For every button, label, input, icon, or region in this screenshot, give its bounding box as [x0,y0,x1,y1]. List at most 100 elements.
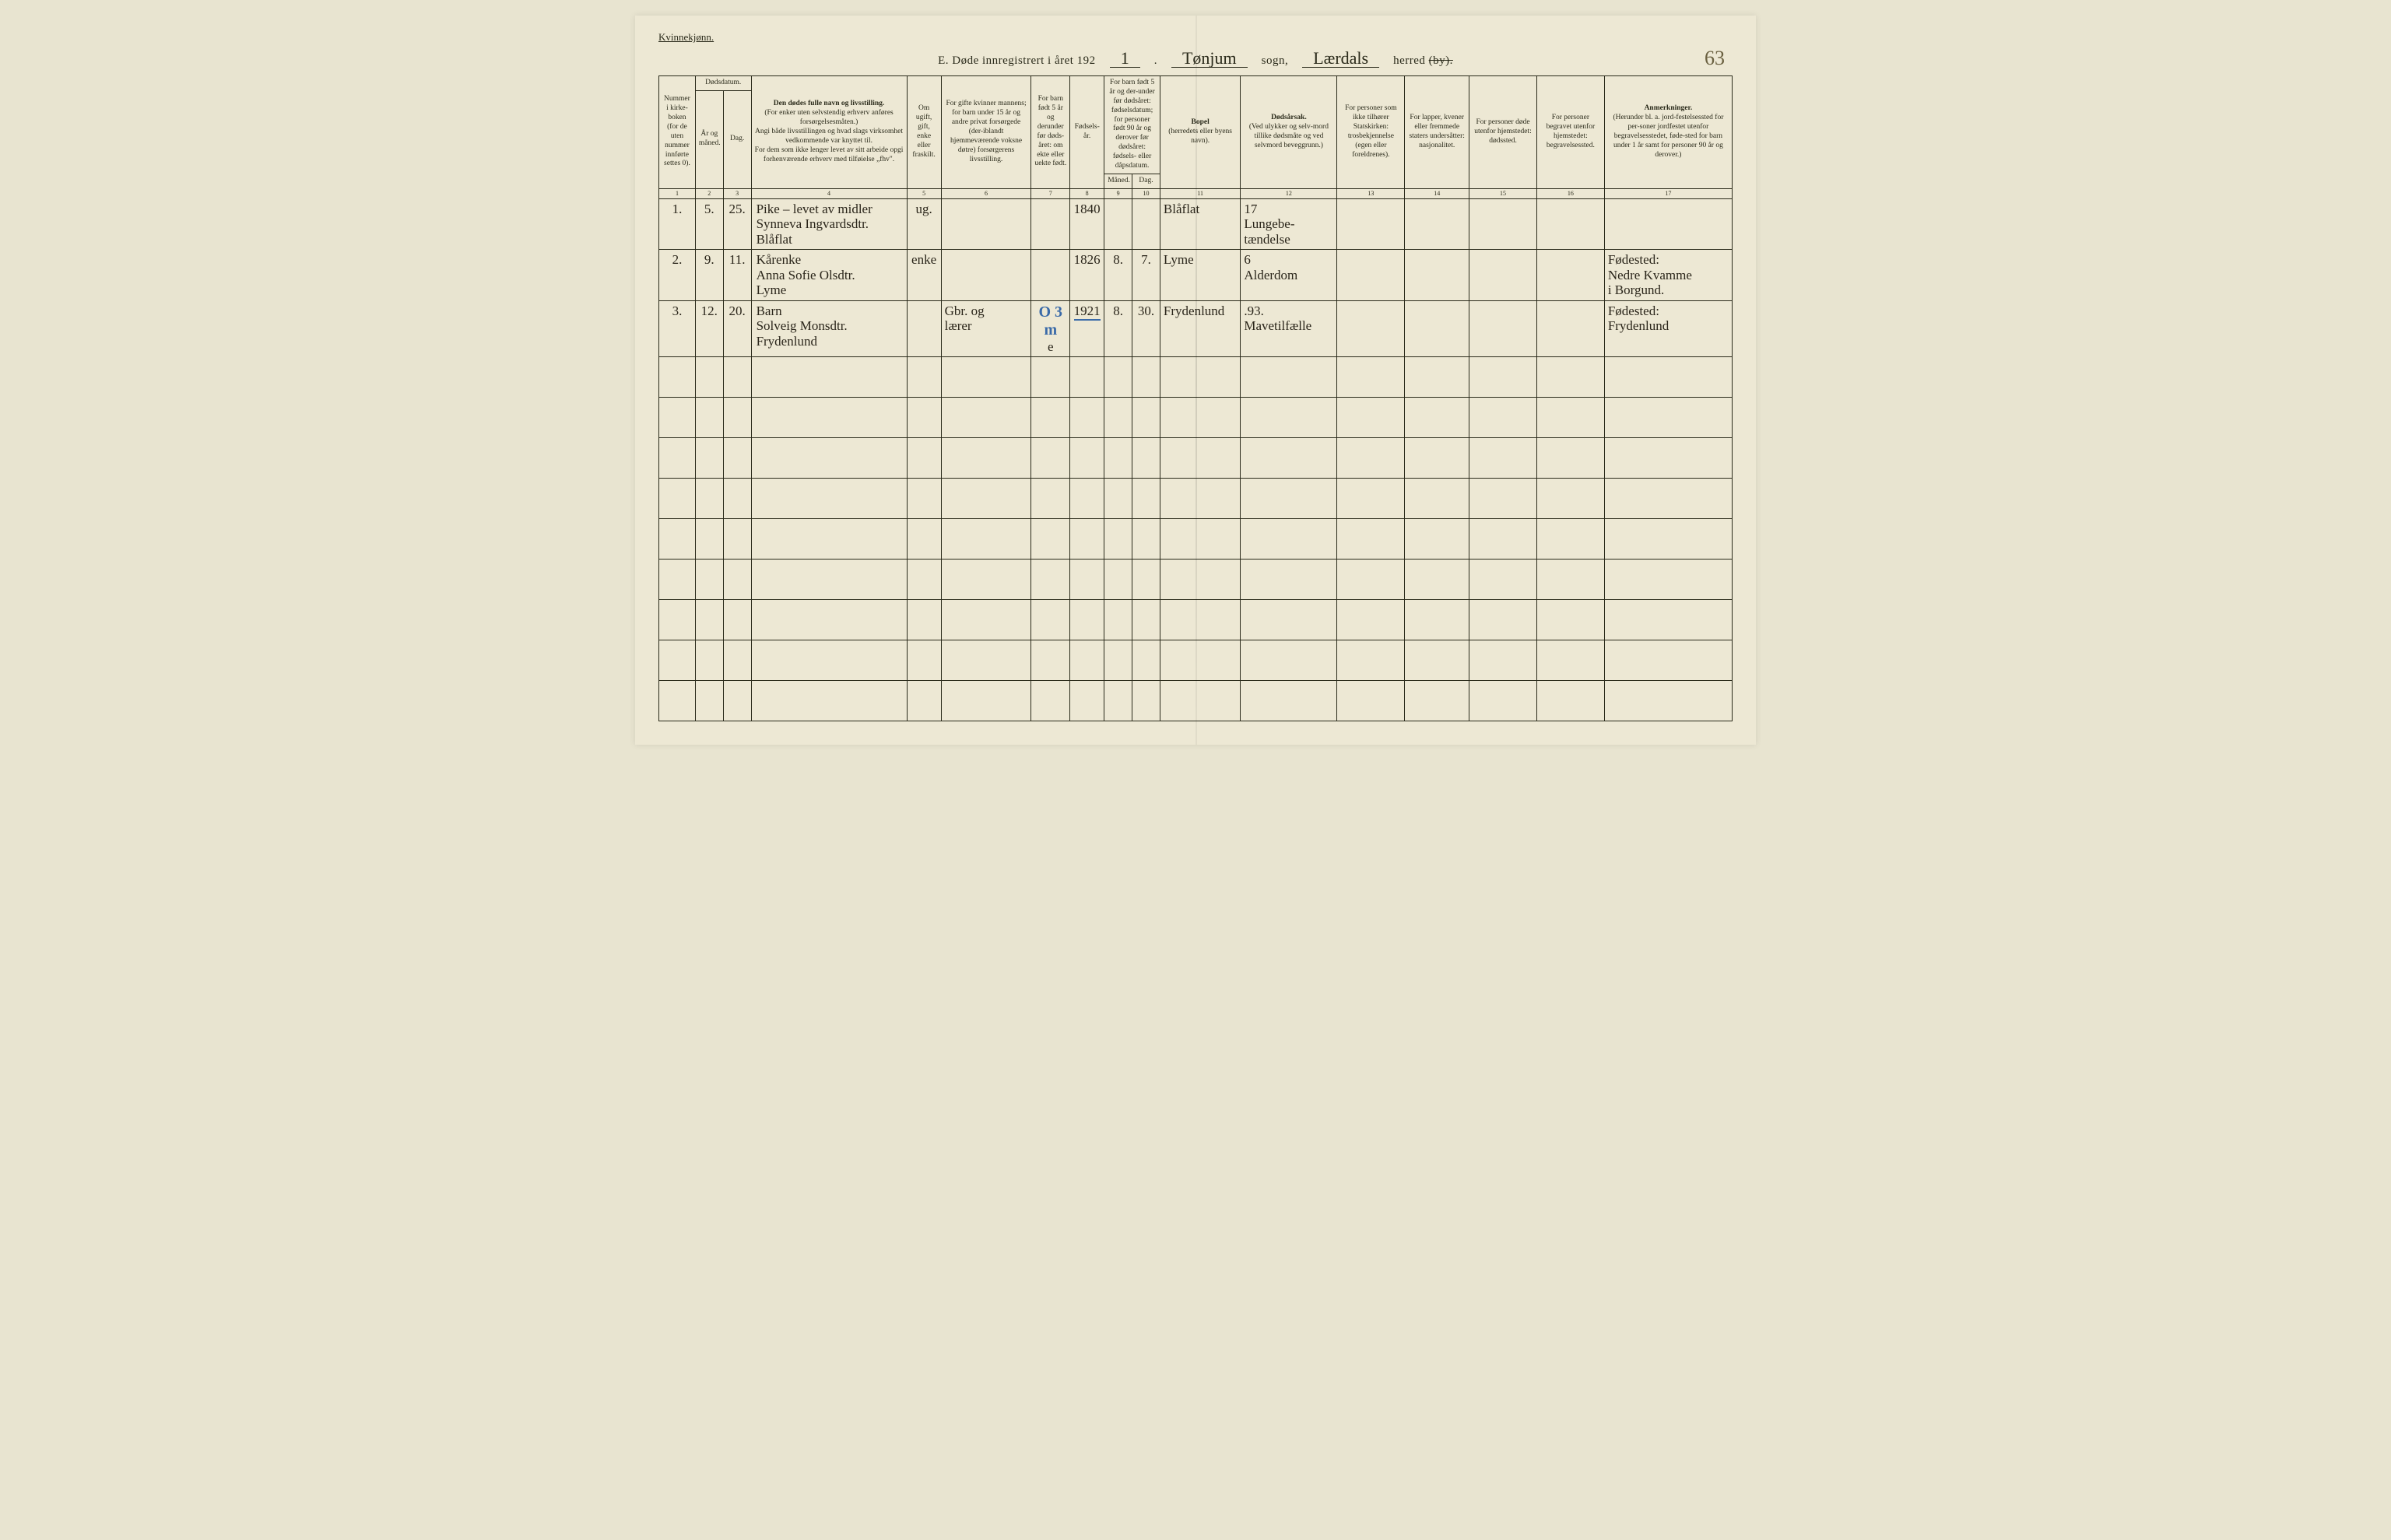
h-bopel-top: Bopel [1192,118,1210,126]
ledger-header: Nummer i kirke-boken (for de uten nummer… [659,76,1733,199]
title-herred-label: herred (by). [1393,54,1453,68]
cn: 8 [1070,188,1104,198]
cell-fyr-under: 1921 [1074,303,1101,321]
cell-fdag: 30. [1132,300,1160,357]
h-anm-sub: (Herunder bl. a. jord-festelsessted for … [1613,114,1723,159]
h-bopel: Bopel (herredets eller byens navn). [1160,76,1240,189]
table-row-empty [659,479,1733,519]
cell-c17: Fødested:Frydenlund [1604,300,1732,357]
cell-name: KårenkeAnna Sofie Olsdtr.Lyme [751,250,907,301]
table-row-empty [659,357,1733,398]
table-row: 1. 5. 25. Pike – levet av midlerSynneva … [659,198,1733,250]
cell-c16 [1536,198,1604,250]
h-civil: Om ugift, gift, enke eller fraskilt. [907,76,941,189]
cell-fyr: 1840 [1070,198,1104,250]
h-cause-sub: (Ved ulykker og selv-mord tillike dødsmå… [1249,123,1329,149]
cn: 9 [1104,188,1132,198]
cell-fyr: 1826 [1070,250,1104,301]
cell-c17 [1604,198,1732,250]
table-row-empty [659,438,1733,479]
h-nasj-top: For lapper, kvener eller fremmede stater… [1409,114,1465,140]
h-nasj: For lapper, kvener eller fremmede stater… [1405,76,1469,189]
cn: 13 [1337,188,1405,198]
cell-fdag: 7. [1132,250,1160,301]
cell-ekte [1031,198,1070,250]
ledger-body: 1. 5. 25. Pike – levet av midlerSynneva … [659,198,1733,721]
page-number: 63 [1705,47,1725,70]
cell-cause: 17Lungebe-tændelse [1241,198,1337,250]
cell-num: 3. [659,300,696,357]
cn: 14 [1405,188,1469,198]
blue-annotation: O 3 m [1039,303,1063,339]
h-ekte: For barn født 5 år og derunder før døds-… [1031,76,1070,189]
cell-c14 [1405,300,1469,357]
cn: 17 [1604,188,1732,198]
cn: 16 [1536,188,1604,198]
ledger-table: Nummer i kirke-boken (for de uten nummer… [658,75,1733,721]
table-row-empty [659,560,1733,600]
table-row-empty [659,681,1733,721]
h-anm: Anmerkninger. (Herunder bl. a. jord-fest… [1604,76,1732,189]
cn: 5 [907,188,941,198]
h-dodsdatum: Dødsdatum. [695,76,751,91]
gender-label: Kvinnekjønn. [658,31,1733,44]
cn: 6 [941,188,1031,198]
table-row-empty [659,640,1733,681]
h-aar-maaned: År og måned. [695,90,723,188]
cell-civil: ug. [907,198,941,250]
cn: 11 [1160,188,1240,198]
cell-mo: 12. [695,300,723,357]
ledger-page: Kvinnekjønn. E. Døde innregistrert i åre… [635,16,1756,745]
cell-c13 [1337,300,1405,357]
h-name-top: Den dødes fulle navn og livsstilling. [774,100,885,107]
title-sogn-label: sogn, [1262,54,1289,68]
cell-day: 20. [723,300,751,357]
h-bopel-sub: (herredets eller byens navn). [1168,128,1232,145]
cell-c13 [1337,198,1405,250]
cell-name: BarnSolveig Monsdtr.Frydenlund [751,300,907,357]
cell-c16 [1536,300,1604,357]
cell-fmd: 8. [1104,300,1132,357]
h-begrav: For personer begravet utenfor hjemstedet… [1536,76,1604,189]
h-num: Nummer i kirke-boken (for de uten nummer… [659,76,696,189]
cell-num: 2. [659,250,696,301]
h-stats-top: For personer som ikke tilhører Statskirk… [1345,104,1397,131]
h-dag: Dag. [723,90,751,188]
title-dot: . [1154,54,1157,68]
cell-ekte: O 3 m e [1031,300,1070,357]
cell-cause: 6Alderdom [1241,250,1337,301]
table-row-empty [659,398,1733,438]
h-fmaaned: Måned. [1104,174,1132,188]
h-stats: For personer som ikke tilhører Statskirk… [1337,76,1405,189]
cell-mo: 9. [695,250,723,301]
cell-prov [941,198,1031,250]
h-provider: For gifte kvinner mannens; for barn unde… [941,76,1031,189]
title-row: E. Døde innregistrert i året 192 1 . Tøn… [658,50,1733,68]
cell-prov [941,250,1031,301]
cn: 2 [695,188,723,198]
cell-civil [907,300,941,357]
cell-prov: Gbr. oglærer [941,300,1031,357]
cell-day: 25. [723,198,751,250]
table-row: 2. 9. 11. KårenkeAnna Sofie Olsdtr.Lyme … [659,250,1733,301]
table-row-empty [659,519,1733,560]
title-herred: Lærdals [1302,50,1379,68]
h-name-sub: (For enker uten selvstendig erhverv anfø… [755,109,904,163]
cell-c16 [1536,250,1604,301]
cell-c15 [1469,198,1537,250]
cn: 4 [751,188,907,198]
title-year: 1 [1110,50,1140,68]
cell-fmd [1104,198,1132,250]
cell-num: 1. [659,198,696,250]
cell-day: 11. [723,250,751,301]
cell-c15 [1469,250,1537,301]
cell-bopel: Frydenlund [1160,300,1240,357]
cell-ekte [1031,250,1070,301]
cn: 7 [1031,188,1070,198]
cell-name: Pike – levet av midlerSynneva Ingvardsdt… [751,198,907,250]
h-fodselsaar: Fødsels-år. [1070,76,1104,189]
cell-civil: enke [907,250,941,301]
h-cause-top: Dødsårsak. [1271,114,1307,121]
cn: 15 [1469,188,1537,198]
cn: 12 [1241,188,1337,198]
